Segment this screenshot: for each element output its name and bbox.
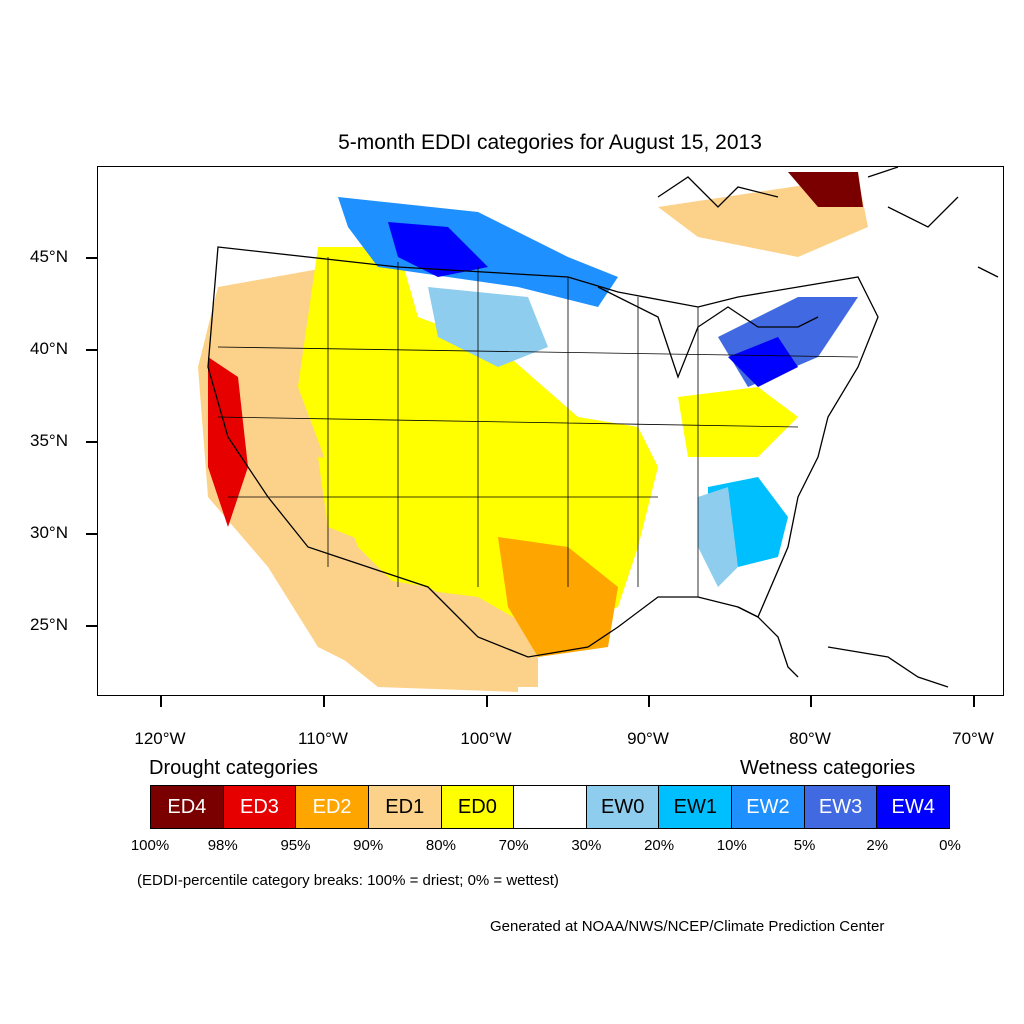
legend-cell-ed0: ED0 bbox=[441, 786, 515, 828]
legend-break-label: 0% bbox=[939, 837, 961, 854]
region-california-ed3 bbox=[208, 357, 248, 527]
legend-cell-ed2: ED2 bbox=[296, 786, 369, 828]
region-great-lakes-ew4 bbox=[728, 337, 798, 387]
region-ohio-ed0 bbox=[678, 387, 798, 457]
legend-break-label: 80% bbox=[425, 837, 456, 854]
lat-label-30: 30°N bbox=[30, 523, 68, 542]
region-north-plains-ew4 bbox=[388, 222, 488, 277]
legend-cell-ew3: EW3 bbox=[804, 786, 878, 828]
legend-break-label: 2% bbox=[866, 837, 889, 854]
legend-break-label: 90% bbox=[353, 837, 384, 854]
region-texas-ed2 bbox=[498, 537, 618, 657]
lon-tick-110 bbox=[323, 696, 325, 707]
lon-label-80: 80°W bbox=[789, 729, 831, 748]
region-southeast-ew0 bbox=[698, 487, 738, 587]
lat-tick-40 bbox=[86, 349, 97, 351]
map-title: 5-month EDDI categories for August 15, 2… bbox=[338, 131, 762, 154]
cuba-coast bbox=[827, 646, 949, 688]
legend-break-label: 98% bbox=[207, 837, 238, 854]
lon-tick-90 bbox=[648, 696, 650, 707]
lat-tick-35 bbox=[86, 441, 97, 443]
florida-coast bbox=[737, 606, 799, 678]
lat-label-40: 40°N bbox=[30, 339, 68, 358]
lon-label-90: 90°W bbox=[627, 729, 669, 748]
legend-break-label: 20% bbox=[644, 837, 675, 854]
legend-cell-ed3: ED3 bbox=[223, 786, 297, 828]
lon-tick-120 bbox=[160, 696, 162, 707]
legend-break-label: 100% bbox=[130, 837, 170, 854]
lat-label-45: 45°N bbox=[30, 247, 68, 266]
wetness-categories-header: Wetness categories bbox=[740, 757, 916, 779]
lat-tick-25 bbox=[86, 625, 97, 627]
lat-label-35: 35°N bbox=[30, 431, 68, 450]
great-lakes bbox=[597, 286, 819, 379]
region-southwest-ed0 bbox=[318, 457, 418, 547]
eddi-map bbox=[198, 167, 999, 692]
lat-label-25: 25°N bbox=[30, 615, 68, 634]
map-panel bbox=[97, 166, 1004, 696]
category-shading bbox=[198, 172, 868, 692]
legend-cell-ed1: ED1 bbox=[368, 786, 442, 828]
drought-categories-header: Drought categories bbox=[149, 757, 318, 779]
legend-cell-ed4: ED4 bbox=[151, 786, 224, 828]
canada-coast bbox=[657, 167, 999, 278]
region-dakotas-ew0 bbox=[428, 287, 548, 367]
legend-colorbar: ED4 ED3 ED2 ED1 ED0 EW0 EW1 EW2 EW3 EW4 bbox=[150, 785, 950, 829]
region-great-lakes-ew3 bbox=[718, 297, 858, 387]
credit-line: Generated at NOAA/NWS/NCEP/Climate Predi… bbox=[490, 918, 885, 935]
legend-cell-ew2: EW2 bbox=[732, 786, 805, 828]
legend-break-label: 30% bbox=[571, 837, 602, 854]
lon-label-120: 120°W bbox=[134, 729, 186, 748]
legend-break-label: 70% bbox=[498, 837, 529, 854]
region-canada-ed4 bbox=[788, 172, 863, 207]
legend-cell-ew4: EW4 bbox=[877, 786, 950, 828]
lon-tick-80 bbox=[810, 696, 812, 707]
legend-break-label: 95% bbox=[280, 837, 311, 854]
legend-cell-ew0: EW0 bbox=[586, 786, 660, 828]
legend-cell-neutral bbox=[514, 786, 587, 828]
lon-label-100: 100°W bbox=[460, 729, 512, 748]
lon-tick-100 bbox=[486, 696, 488, 707]
state-lines bbox=[217, 257, 859, 597]
legend-break-label: 10% bbox=[716, 837, 747, 854]
region-mexico-ed1 bbox=[308, 567, 518, 692]
legend-break-label: 5% bbox=[793, 837, 816, 854]
lat-tick-30 bbox=[86, 533, 97, 535]
lon-tick-70 bbox=[973, 696, 975, 707]
lat-tick-45 bbox=[86, 257, 97, 259]
legend-cell-ew1: EW1 bbox=[659, 786, 733, 828]
category-note: (EDDI-percentile category breaks: 100% =… bbox=[137, 872, 559, 889]
boundaries bbox=[207, 167, 999, 688]
lon-label-70: 70°W bbox=[952, 729, 994, 748]
lon-label-110: 110°W bbox=[298, 729, 348, 748]
